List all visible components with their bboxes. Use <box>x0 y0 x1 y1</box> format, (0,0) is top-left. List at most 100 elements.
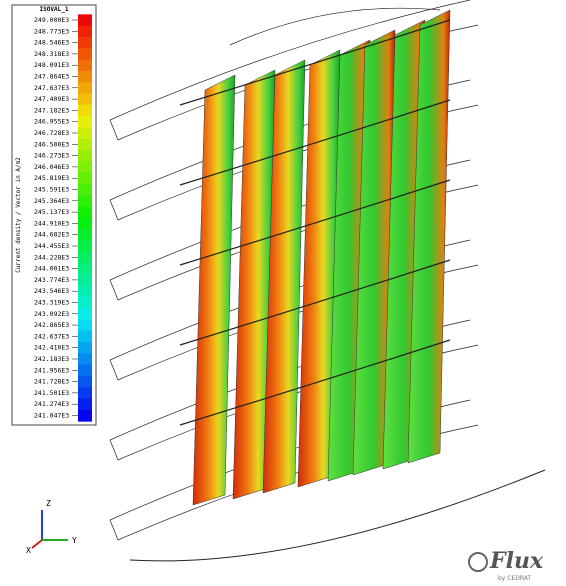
legend-label: 241.274E3 <box>34 400 69 408</box>
legend-swatch <box>78 240 92 253</box>
legend-swatch <box>78 308 92 320</box>
legend-swatch <box>78 206 92 219</box>
legend-swatch <box>78 48 92 61</box>
legend-label: 247.864E3 <box>34 73 69 81</box>
legend-title: ISOVAL_1 <box>40 6 69 13</box>
legend-label: 247.409E3 <box>34 95 69 103</box>
legend-label: 244.455E3 <box>34 242 69 250</box>
legend-swatch <box>78 319 92 332</box>
axis-x: X <box>26 546 31 555</box>
plate-rim <box>109 279 119 301</box>
legend-swatch <box>78 195 92 207</box>
mesh-scene <box>109 0 546 562</box>
legend-swatch <box>78 409 92 422</box>
legend-swatch <box>78 217 92 230</box>
legend-label: 246.046E3 <box>34 163 69 171</box>
legend-label: 246.273E3 <box>34 152 69 160</box>
legend-swatch <box>78 59 92 72</box>
plate-rim <box>109 439 119 461</box>
legend-swatch <box>78 104 92 117</box>
legend-label: 242.183E3 <box>34 355 69 363</box>
legend-label: 243.092E3 <box>34 310 69 318</box>
legend-label: 246.500E3 <box>34 140 69 148</box>
legend-swatch <box>78 116 92 128</box>
logo-by: by CEDRAT <box>498 575 531 582</box>
legend-label: 242.865E3 <box>34 321 69 329</box>
legend-label: 247.637E3 <box>34 84 69 92</box>
legend-label: 245.137E3 <box>34 208 69 216</box>
legend-label: 244.910E3 <box>34 219 69 227</box>
axis-z: Z <box>46 499 51 508</box>
legend-swatch <box>78 296 92 309</box>
axis-triad: Z Y X <box>26 499 77 555</box>
plate-front <box>179 259 451 346</box>
legend-quantity: Current density / Vector in A/m2 <box>15 157 22 273</box>
legend-label: 244.228E3 <box>34 253 69 261</box>
legend-label: 244.001E3 <box>34 265 69 273</box>
legend-swatch <box>78 14 92 27</box>
legend-label: 241.956E3 <box>34 366 69 374</box>
plate-front <box>179 339 451 426</box>
legend-label: 245.364E3 <box>34 197 69 205</box>
legend-label: 241.728E3 <box>34 378 69 386</box>
logo: Flux by CEDRAT <box>468 548 544 582</box>
plate-rim <box>109 359 119 381</box>
logo-name: Flux <box>489 548 544 574</box>
legend-swatch <box>78 398 92 411</box>
legend-swatch <box>78 25 92 38</box>
legend-swatch <box>78 149 92 162</box>
legend-label: 241.047E3 <box>34 412 69 420</box>
legend-label: 242.637E3 <box>34 332 69 340</box>
legend-label: 246.728E3 <box>34 129 69 137</box>
legend-swatch <box>78 342 92 354</box>
conductor-bar <box>262 59 306 494</box>
legend-label: 248.091E3 <box>34 61 69 69</box>
legend-label: 248.546E3 <box>34 39 69 47</box>
legend-label: 247.182E3 <box>34 106 69 114</box>
legend-swatch <box>78 127 92 140</box>
plate-outer <box>109 0 471 121</box>
legend-swatch <box>78 161 92 174</box>
top-arc <box>229 7 441 46</box>
legend-label: 242.410E3 <box>34 344 69 352</box>
legend-swatch <box>78 82 92 94</box>
legend-label: 245.591E3 <box>34 186 69 194</box>
legend-swatch <box>78 183 92 196</box>
legend-swatch <box>78 262 92 275</box>
legend-label: 245.819E3 <box>34 174 69 182</box>
legend-label: 248.318E3 <box>34 50 69 58</box>
legend-swatch <box>78 285 92 298</box>
legend-label: 244.682E3 <box>34 231 69 239</box>
plate-rim <box>109 119 119 141</box>
legend-swatch <box>78 251 92 264</box>
plate-front <box>179 179 451 266</box>
legend-swatch <box>78 229 92 241</box>
legend-label: 249.000E3 <box>34 16 69 24</box>
plate-front <box>179 99 451 186</box>
plate-front <box>179 19 451 106</box>
legend-label: 248.773E3 <box>34 27 69 35</box>
plate-rim <box>109 199 119 221</box>
conductor-bar <box>192 74 236 506</box>
legend-label: 243.319E3 <box>34 299 69 307</box>
legend-swatch <box>78 70 92 83</box>
legend: ISOVAL_1 Current density / Vector in A/m… <box>11 4 97 426</box>
legend-swatch <box>78 387 92 400</box>
legend-swatch <box>78 375 92 388</box>
axis-y: Y <box>72 536 77 545</box>
legend-swatch <box>78 172 92 185</box>
legend-swatch <box>78 330 92 343</box>
legend-swatch <box>78 93 92 106</box>
legend-label: 243.546E3 <box>34 287 69 295</box>
plate-rim <box>109 519 119 541</box>
legend-swatch <box>78 138 92 151</box>
legend-label: 243.774E3 <box>34 276 69 284</box>
legend-swatch <box>78 36 92 49</box>
base-arc <box>129 469 546 562</box>
legend-label: 241.501E3 <box>34 389 69 397</box>
legend-swatch <box>78 274 92 287</box>
legend-swatch <box>78 353 92 366</box>
legend-label: 246.955E3 <box>34 118 69 126</box>
